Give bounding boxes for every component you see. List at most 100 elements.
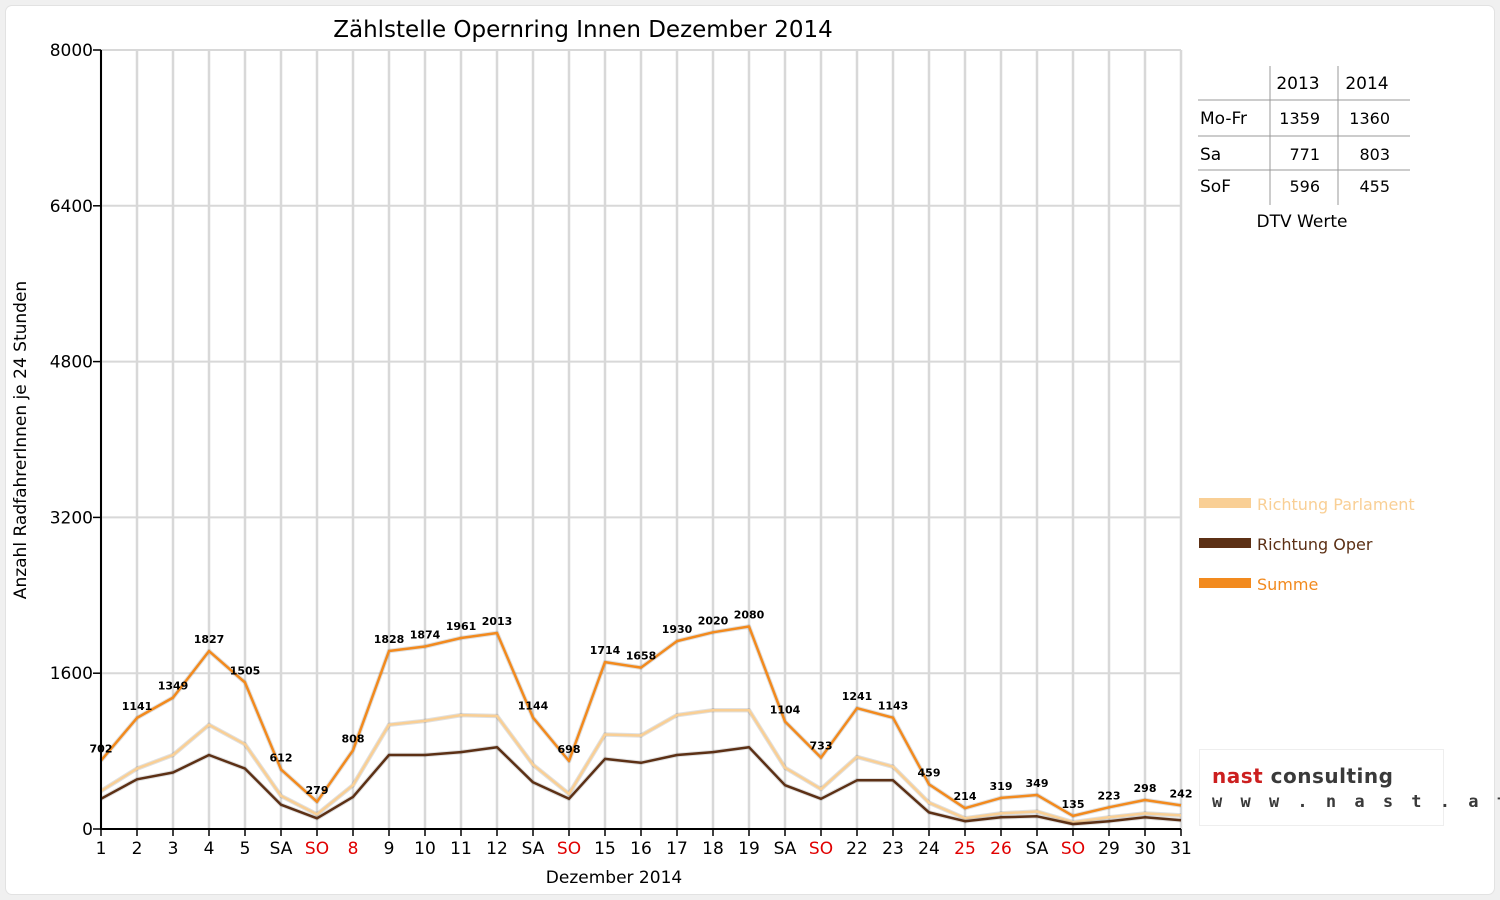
data-label: 1714 — [590, 644, 621, 657]
x-tick-label: 25 — [954, 839, 976, 859]
data-labels: 702 1141 1349 1827 1505 612 279 808 1828 1874 1961… — [90, 608, 1193, 810]
x-tick-label: 8 — [348, 839, 359, 859]
x-tick-label: SA — [1026, 839, 1049, 859]
series-line-summe — [100, 625, 1182, 818]
x-tick-label: 11 — [450, 839, 472, 859]
data-label: 279 — [306, 784, 329, 797]
x-tick-label: 17 — [666, 839, 688, 859]
dtv-table: 2013 2014 Mo-Fr 1359 1360 Sa 771 803 SoF… — [1198, 66, 1410, 232]
legend-swatch — [1199, 538, 1251, 548]
data-label: 1144 — [518, 700, 549, 713]
data-label: 349 — [1026, 777, 1049, 790]
x-tick-label: 15 — [594, 839, 616, 859]
data-label: 1141 — [122, 700, 153, 713]
x-tick-label: 9 — [384, 839, 395, 859]
x-tick-label: 1 — [96, 839, 107, 859]
x-tick-label: 23 — [882, 839, 904, 859]
data-label: 223 — [1098, 789, 1121, 802]
data-label: 298 — [1134, 782, 1157, 795]
dtv-row-label: SoF — [1200, 177, 1231, 197]
logo-brand: nast — [1212, 764, 1264, 788]
dtv-cell: 596 — [1289, 177, 1320, 196]
dtv-cell: 803 — [1359, 145, 1390, 164]
x-tick-label: 26 — [990, 839, 1012, 859]
legend-swatch — [1199, 498, 1251, 508]
data-label: 1349 — [158, 680, 189, 693]
x-tick-label: SA — [774, 839, 797, 859]
dtv-cell: 1359 — [1279, 109, 1320, 128]
data-label: 459 — [918, 766, 941, 779]
data-label: 733 — [810, 740, 833, 753]
x-tick-label: 10 — [414, 839, 436, 859]
x-tick-label: SO — [305, 839, 329, 859]
data-label: 242 — [1170, 787, 1193, 800]
x-tick-label: 4 — [204, 839, 215, 859]
legend: Richtung Parlament Richtung Oper Summe — [1199, 495, 1415, 594]
x-tick-label: 24 — [918, 839, 940, 859]
dtv-header-2014: 2014 — [1345, 74, 1388, 94]
x-tick-label: SA — [270, 839, 293, 859]
data-label: 1143 — [878, 700, 909, 713]
legend-label: Summe — [1257, 575, 1318, 594]
chart-title: Zählstelle Opernring Innen Dezember 2014 — [333, 17, 833, 43]
x-tick-label: SO — [1061, 839, 1085, 859]
x-tick-label: 29 — [1098, 839, 1120, 859]
x-tick-label: 22 — [846, 839, 868, 859]
x-tick-label: SO — [809, 839, 833, 859]
dtv-header-2013: 2013 — [1276, 74, 1319, 94]
dtv-cell: 455 — [1359, 177, 1390, 196]
data-label: 214 — [954, 790, 977, 803]
data-label: 2020 — [698, 614, 729, 627]
x-tick-label: 5 — [240, 839, 251, 859]
y-tick-label: 6400 — [50, 197, 93, 217]
data-label: 1828 — [374, 633, 405, 646]
x-tick-label: 3 — [168, 839, 179, 859]
chart-text: Zählstelle Opernring Innen Dezember 2014… — [11, 17, 833, 888]
series-line-richtung-parlament — [100, 708, 1182, 824]
y-tick-label: 4800 — [50, 353, 93, 373]
x-tick-label: 31 — [1170, 839, 1192, 859]
legend-label: Richtung Oper — [1257, 535, 1373, 554]
y-tick-label: 3200 — [50, 508, 93, 528]
data-label: 1827 — [194, 633, 225, 646]
data-label: 1874 — [410, 629, 441, 642]
x-tick-label: SA — [522, 839, 545, 859]
logo-consulting: consulting — [1263, 764, 1394, 788]
data-label: 698 — [558, 743, 581, 756]
logo-wordmark: nast consulting — [1212, 764, 1393, 788]
data-label: 1658 — [626, 650, 657, 663]
series-lines — [99, 624, 1182, 827]
dtv-caption: DTV Werte — [1257, 212, 1348, 232]
logo-url: w w w . n a s t . a t — [1212, 792, 1500, 812]
data-label: 808 — [342, 732, 365, 745]
data-label: 1505 — [230, 664, 261, 677]
x-axis-title: Dezember 2014 — [546, 868, 682, 888]
data-label: 612 — [270, 751, 293, 764]
data-label: 1241 — [842, 690, 873, 703]
nast-consulting-logo: nast consulting w w w . n a s t . a t — [1200, 750, 1500, 825]
y-tick-label: 0 — [82, 820, 93, 840]
y-tick-label: 1600 — [50, 664, 93, 684]
data-label: 1930 — [662, 623, 693, 636]
data-label: 1961 — [446, 620, 477, 633]
x-tick-label: 12 — [486, 839, 508, 859]
legend-swatch — [1199, 578, 1251, 588]
x-tick-label: 2 — [132, 839, 143, 859]
y-axis-title: Anzahl RadfahrerInnen je 24 Stunden — [11, 281, 31, 599]
dtv-row-label: Mo-Fr — [1200, 109, 1247, 129]
data-label: 702 — [90, 743, 113, 756]
data-label: 135 — [1062, 798, 1085, 811]
x-tick-label: SO — [557, 839, 581, 859]
grid — [99, 49, 1183, 830]
x-tick-label: 16 — [630, 839, 652, 859]
x-tick-label: 18 — [702, 839, 724, 859]
y-tick-label: 8000 — [50, 41, 93, 61]
data-label: 319 — [990, 780, 1013, 793]
data-label: 2080 — [734, 608, 765, 621]
series-line-richtung-oper — [100, 745, 1182, 826]
legend-label: Richtung Parlament — [1257, 495, 1415, 514]
x-tick-label: 30 — [1134, 839, 1156, 859]
dtv-row-label: Sa — [1200, 145, 1221, 165]
